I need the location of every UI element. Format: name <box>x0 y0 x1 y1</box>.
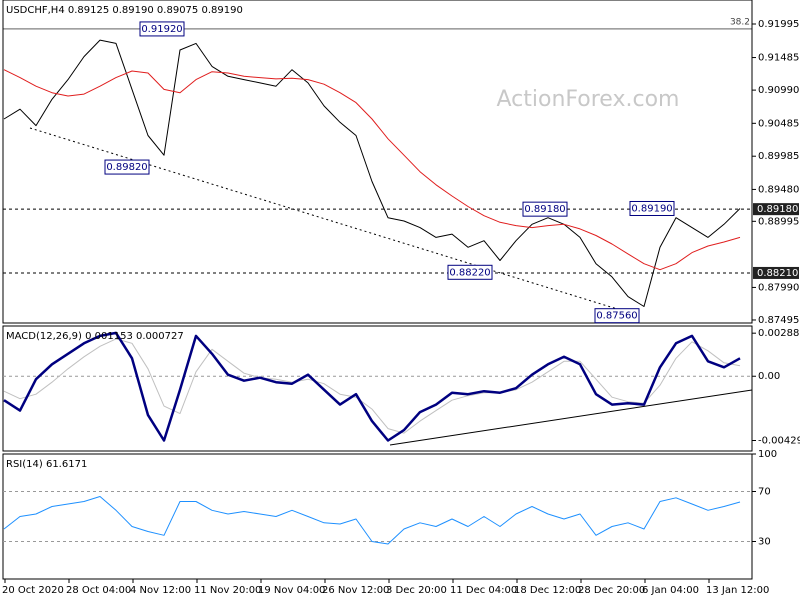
trend-line <box>389 389 753 446</box>
y-tick-label: 0.00 <box>758 371 780 382</box>
series-line <box>3 496 741 545</box>
annotation-box <box>104 159 150 175</box>
trend-line <box>29 127 641 317</box>
x-tick-label: 6 Jan 04:00 <box>642 585 699 596</box>
y-tick-label: 0.91995 <box>758 19 799 30</box>
x-tick-label: 13 Jan 12:00 <box>706 585 769 596</box>
annotation-label: 0.87560 <box>596 311 637 322</box>
annotation-box <box>139 21 185 37</box>
annotation-box <box>629 200 675 216</box>
annotation-label: 0.91920 <box>141 24 182 35</box>
panel-frame <box>2 0 753 324</box>
y-tick-label: -0.004298 <box>758 436 800 447</box>
y-tick-label: 0.91485 <box>758 53 799 64</box>
panel-title: USDCHF,H4 0.89125 0.89190 0.89075 0.8919… <box>6 5 243 16</box>
panel-frame <box>2 325 753 452</box>
panel-frame <box>2 453 753 580</box>
level-box <box>753 203 799 216</box>
series-line <box>3 338 741 434</box>
y-tick-label: 0.00288 <box>758 328 799 339</box>
watermark: ActionForex.com <box>497 87 680 112</box>
series-line <box>3 39 741 307</box>
y-tick-label: 70 <box>758 487 771 498</box>
x-tick-label: 26 Nov 12:00 <box>322 585 389 596</box>
x-tick-label: 3 Dec 20:00 <box>386 585 447 596</box>
level-label: 0.89180 <box>757 204 798 215</box>
annotation-box <box>594 308 640 324</box>
x-tick-label: 20 Oct 2020 <box>2 585 64 596</box>
series-line <box>3 69 741 271</box>
level-label: 38.2 <box>730 17 750 27</box>
annotation-box <box>522 201 568 217</box>
annotation-box <box>447 264 493 280</box>
y-tick-label: 0.90485 <box>758 118 799 129</box>
y-tick-label: 0.88995 <box>758 216 799 227</box>
annotation-label: 0.89190 <box>631 203 672 214</box>
y-tick-label: 0.89480 <box>758 184 799 195</box>
y-tick-label: 0.87990 <box>758 282 799 293</box>
x-tick-label: 4 Nov 12:00 <box>130 585 191 596</box>
y-tick-label: 30 <box>758 537 771 548</box>
x-tick-label: 28 Oct 04:00 <box>66 585 131 596</box>
level-box <box>753 266 799 279</box>
level-label: 0.88210 <box>757 268 798 279</box>
x-tick-label: 18 Dec 12:00 <box>514 585 581 596</box>
annotation-label: 0.88220 <box>449 267 490 278</box>
annotation-label: 0.89180 <box>524 204 565 215</box>
x-tick-label: 28 Dec 20:00 <box>578 585 645 596</box>
x-tick-label: 11 Dec 04:00 <box>450 585 517 596</box>
y-tick-label: 0.89985 <box>758 151 799 162</box>
y-tick-label: 100 <box>758 449 777 460</box>
annotation-label: 0.89820 <box>106 162 147 173</box>
panel-title: MACD(12,26,9) 0.001153 0.000727 <box>6 331 184 342</box>
y-tick-label: 0.90990 <box>758 85 799 96</box>
panel-title: RSI(14) 61.6171 <box>6 459 87 470</box>
series-line <box>3 331 741 442</box>
x-tick-label: 11 Nov 20:00 <box>194 585 261 596</box>
x-tick-label: 19 Nov 04:00 <box>258 585 325 596</box>
y-tick-label: 0.87495 <box>758 315 799 326</box>
